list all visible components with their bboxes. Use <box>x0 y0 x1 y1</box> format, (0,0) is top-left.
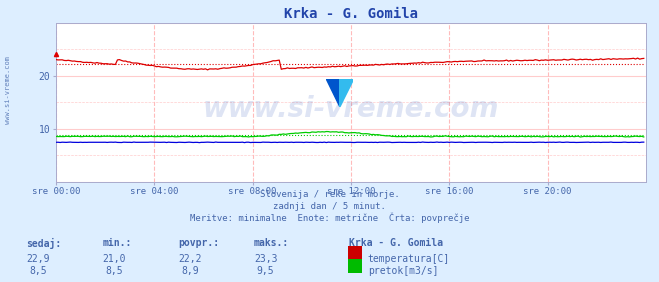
Text: www.si-vreme.com: www.si-vreme.com <box>203 94 499 123</box>
Text: 22,9: 22,9 <box>26 254 50 264</box>
Text: pretok[m3/s]: pretok[m3/s] <box>368 266 438 276</box>
Text: 8,5: 8,5 <box>30 266 47 276</box>
Text: maks.:: maks.: <box>254 238 289 248</box>
Text: 8,9: 8,9 <box>181 266 198 276</box>
Text: zadnji dan / 5 minut.: zadnji dan / 5 minut. <box>273 202 386 211</box>
Polygon shape <box>339 79 353 107</box>
Text: www.si-vreme.com: www.si-vreme.com <box>5 56 11 124</box>
Text: sedaj:: sedaj: <box>26 238 61 249</box>
Text: 23,3: 23,3 <box>254 254 277 264</box>
Text: povpr.:: povpr.: <box>178 238 219 248</box>
Text: temperatura[C]: temperatura[C] <box>368 254 450 264</box>
Text: 9,5: 9,5 <box>257 266 274 276</box>
Polygon shape <box>326 79 340 107</box>
Text: 21,0: 21,0 <box>102 254 126 264</box>
Text: Krka - G. Gomila: Krka - G. Gomila <box>349 238 444 248</box>
Title: Krka - G. Gomila: Krka - G. Gomila <box>284 7 418 21</box>
Text: 8,5: 8,5 <box>105 266 123 276</box>
Text: Meritve: minimalne  Enote: metrične  Črta: povprečje: Meritve: minimalne Enote: metrične Črta:… <box>190 213 469 223</box>
Text: min.:: min.: <box>102 238 132 248</box>
Text: Slovenija / reke in morje.: Slovenija / reke in morje. <box>260 190 399 199</box>
Text: 22,2: 22,2 <box>178 254 202 264</box>
